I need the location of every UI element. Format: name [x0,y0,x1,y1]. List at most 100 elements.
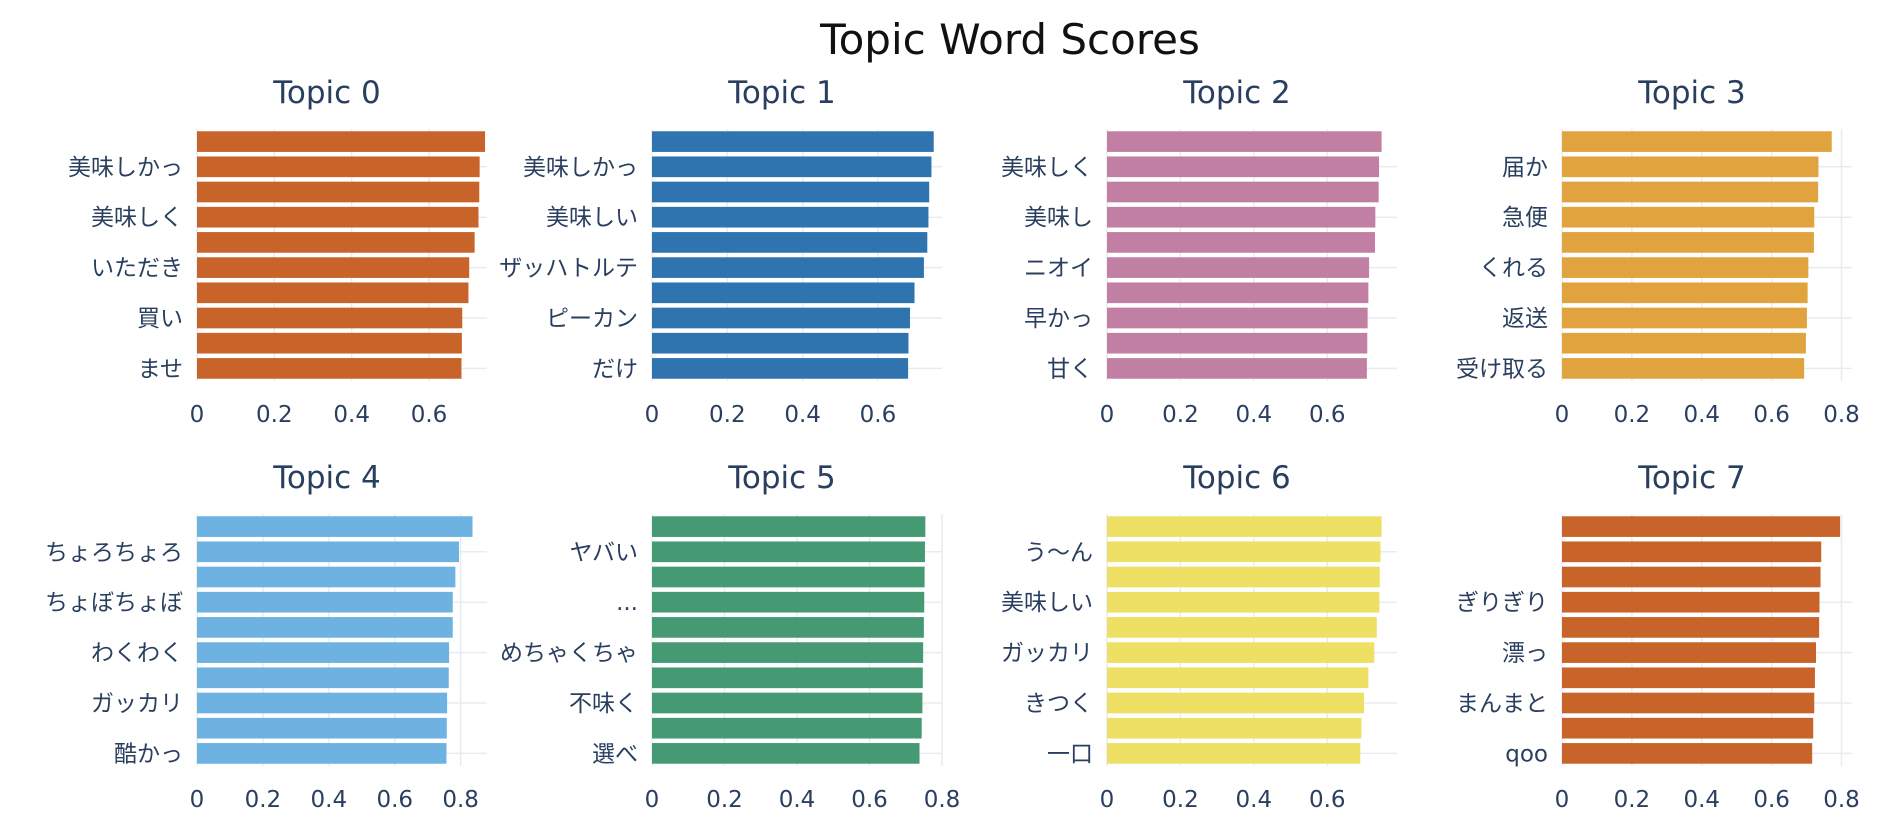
bar [197,667,449,689]
bar [1107,541,1381,563]
bar [652,206,929,228]
bar [1562,642,1817,663]
category-label: 不味く [569,691,638,717]
bar [197,642,450,663]
bar [197,282,469,304]
bar [197,692,448,714]
x-tick-label: 0 [190,402,205,428]
topic-panel-3: 受け取る 返送 くれる 急便 届か 0 0.2 0.4 0.6 0.8 Topic 3 [1456,75,1860,428]
category-label: qoo [1505,741,1548,767]
bar [652,591,925,613]
panel-title: Topic 6 [1182,460,1291,496]
bar [197,307,463,329]
x-tick-label: 0.4 [311,787,348,813]
bar [1562,743,1813,764]
x-tick-label: 0.4 [1236,402,1273,428]
bar [1562,591,1820,613]
bar [1107,332,1368,354]
x-tick-label: 0.8 [1823,402,1860,428]
panel-title: Topic 7 [1637,460,1746,496]
x-tick-label: 0.4 [1236,787,1273,813]
panel-title: Topic 2 [1182,75,1291,111]
category-label: う〜ん [1024,540,1093,566]
bar [652,717,922,739]
bar [197,232,475,253]
x-tick-label: 0.6 [1309,402,1346,428]
x-tick-label: 0.8 [924,787,961,813]
bar [1562,282,1808,304]
bar [1562,667,1815,689]
bar [1562,541,1822,563]
bar [197,541,459,563]
bar [652,232,928,253]
x-tick-label: 0.8 [442,787,479,813]
category-label: ぎりぎり [1456,590,1548,616]
bar [652,282,915,304]
category-label: 漂っ [1502,641,1548,667]
category-label: ザッハトルテ [499,256,638,282]
bar [1107,566,1380,588]
category-label: きつく [1024,691,1093,717]
bar [1107,358,1367,379]
category-label: ... [616,590,638,616]
bar [1562,181,1819,203]
bar [652,181,930,203]
category-label: 買い [137,306,183,332]
category-label: 返送 [1502,306,1548,332]
bar [197,566,456,588]
bar [1107,617,1377,638]
category-label: まんまと [1456,691,1548,717]
category-label: 届か [1502,155,1548,181]
category-label: 美味し [1024,205,1093,231]
bar [1562,206,1815,228]
bar [652,743,920,764]
topic-panel-2: 甘く 早かっ ニオイ 美味し 美味しく 0 0.2 0.4 0.6 Topic 2 [1001,75,1397,428]
x-tick-label: 0.6 [851,787,888,813]
category-label: 美味しかっ [68,155,183,181]
category-label: ガッカリ [1001,641,1093,667]
panel-title: Topic 0 [272,75,381,111]
category-label: 美味しい [546,205,638,231]
x-tick-label: 0.2 [245,787,282,813]
bar [1562,516,1841,537]
category-label: 一口 [1047,741,1093,767]
x-tick-label: 0 [1100,402,1115,428]
bar [1107,591,1380,613]
topic-panel-7: qoo まんまと 漂っ ぎりぎり 0 0.2 0.4 0.6 0.8 Topic 7 [1456,460,1860,813]
bar [1562,692,1815,714]
bar [652,257,924,278]
bar [1107,642,1375,663]
x-tick-label: 0 [645,402,660,428]
x-tick-label: 0.6 [1309,787,1346,813]
bar [1562,232,1814,253]
panel-title: Topic 4 [272,460,381,496]
bar [197,591,453,613]
bar [197,131,486,152]
x-tick-label: 0.2 [1162,787,1199,813]
bar [197,358,462,379]
x-tick-label: 0.2 [256,402,293,428]
x-tick-label: 0.8 [1823,787,1860,813]
bar [1107,181,1379,203]
bar [1562,307,1807,329]
category-label: めちゃくちゃ [500,641,638,667]
bar [1107,743,1361,764]
x-tick-label: 0.2 [709,402,746,428]
x-tick-label: 0.6 [376,787,413,813]
category-label: 急便 [1502,205,1548,231]
bar [652,332,909,354]
bar [652,617,924,638]
x-tick-label: 0 [645,787,660,813]
bar [1562,717,1814,739]
panel-title: Topic 3 [1637,75,1746,111]
category-label: 美味しく [91,205,183,231]
bar [1107,257,1370,278]
bar [1562,131,1832,152]
bar [1107,232,1375,253]
x-tick-label: 0 [1555,402,1570,428]
x-tick-label: 0.4 [1683,787,1720,813]
x-tick-label: 0 [1555,787,1570,813]
bar [197,743,447,764]
